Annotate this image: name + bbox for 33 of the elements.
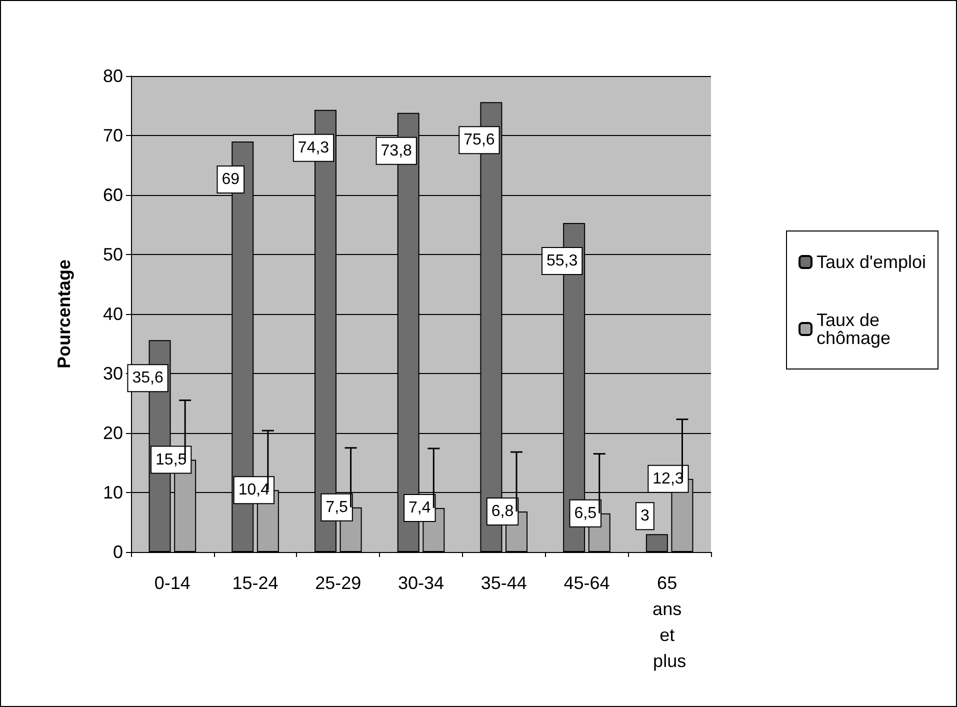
x-tick-label: 25-29 [315, 573, 362, 593]
data-label: 75,6 [464, 132, 495, 149]
y-tick-label: 60 [102, 185, 123, 205]
data-label: 3 [640, 508, 650, 525]
data-label: 55,3 [546, 252, 578, 270]
data-label: 15,5 [156, 451, 187, 468]
data-label: 7,5 [326, 498, 348, 516]
legend-label: Taux d'emploi [816, 252, 926, 272]
data-label: 12,3 [652, 470, 684, 488]
x-tick-label: 15-24 [232, 573, 278, 593]
data-label: 6,8 [491, 503, 514, 520]
data-label: 10,4 [238, 482, 270, 499]
y-tick-label: 30 [102, 364, 123, 384]
legend-label: Taux de chômage [816, 310, 891, 348]
y-tick-label: 50 [102, 244, 123, 264]
y-tick-label: 10 [102, 482, 123, 502]
x-tick-label: 0-14 [154, 573, 190, 593]
y-tick-label: 0 [112, 542, 123, 562]
data-label: 6,5 [574, 504, 597, 522]
data-label: 7,4 [408, 499, 431, 516]
data-label: 69 [222, 170, 240, 188]
data-label: 74,3 [298, 139, 330, 156]
x-tick-label: 35-44 [480, 573, 527, 593]
y-tick-label: 70 [102, 126, 123, 146]
y-tick-label: 20 [102, 423, 123, 443]
y-axis-title: Pourcentage [54, 259, 74, 369]
x-tick-label: 65 ans et plus [652, 573, 687, 671]
x-tick-label: 30-34 [398, 573, 444, 593]
y-tick-label: 40 [102, 304, 123, 324]
x-tick-label: 45-64 [564, 573, 610, 593]
data-label: 35,6 [132, 370, 164, 387]
data-label: 73,8 [380, 142, 412, 160]
y-tick-label: 80 [102, 66, 123, 86]
